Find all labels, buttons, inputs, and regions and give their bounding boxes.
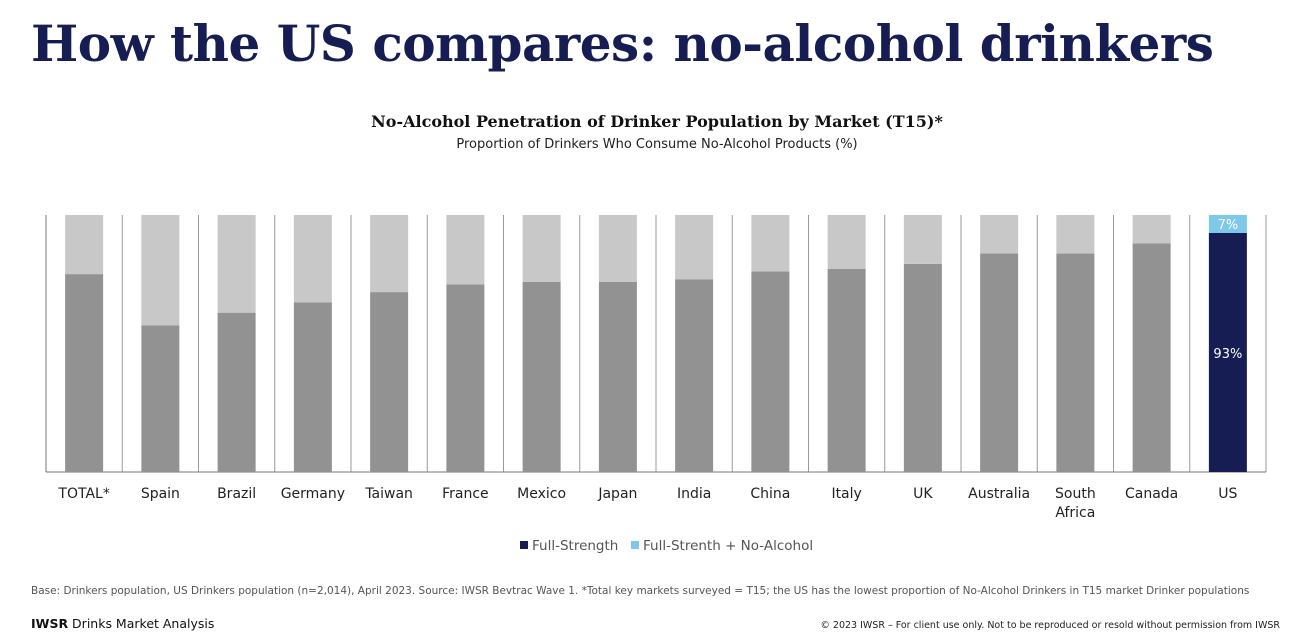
x-tick-label: Italy: [831, 486, 861, 502]
bar-no-alcohol-taiwan: [370, 215, 409, 293]
bar-full-strength-germany: [293, 302, 332, 472]
bar-no-alcohol-south-africa: [1056, 215, 1095, 254]
x-tick-label: China: [750, 486, 790, 502]
footnote: Base: Drinkers population, US Drinkers p…: [31, 585, 1250, 597]
bar-full-strength-france: [446, 284, 485, 472]
bar-full-strength-total-: [65, 274, 104, 472]
legend-label-full-strength: Full-Strength: [532, 538, 618, 554]
bar-no-alcohol-total-: [65, 215, 104, 275]
bar-full-strength-india: [675, 279, 714, 472]
data-label-us-full-strength: 93%: [1213, 347, 1242, 362]
x-tick-label: Mexico: [517, 486, 566, 502]
bar-full-strength-japan: [598, 281, 637, 472]
brand: IWSR Drinks Market Analysis: [31, 616, 214, 631]
bar-no-alcohol-canada: [1132, 215, 1171, 244]
x-tick-label: France: [442, 486, 489, 502]
bar-no-alcohol-germany: [293, 215, 332, 303]
data-label-us-no-alcohol: 7%: [1218, 218, 1239, 233]
bar-full-strength-mexico: [522, 281, 561, 472]
x-tick-label: Spain: [141, 486, 180, 502]
brand-bold: IWSR: [31, 616, 69, 631]
bar-no-alcohol-australia: [980, 215, 1019, 254]
bar-no-alcohol-japan: [598, 215, 637, 282]
legend-label-no-alcohol: Full-Strenth + No-Alcohol: [643, 538, 813, 554]
bar-no-alcohol-india: [675, 215, 714, 280]
bar-full-strength-australia: [980, 253, 1019, 472]
bar-no-alcohol-china: [751, 215, 790, 272]
bar-full-strength-canada: [1132, 243, 1171, 472]
bar-full-strength-spain: [141, 325, 180, 472]
bar-full-strength-south-africa: [1056, 253, 1095, 472]
bar-no-alcohol-uk: [903, 215, 942, 264]
bar-no-alcohol-mexico: [522, 215, 561, 282]
x-tick-label: US: [1218, 486, 1237, 502]
brand-rest: Drinks Market Analysis: [68, 616, 215, 631]
bar-no-alcohol-italy: [827, 215, 866, 269]
bar-full-strength-us: [1208, 232, 1247, 472]
legend-swatch-full-strength: [520, 541, 528, 549]
bar-no-alcohol-brazil: [217, 215, 256, 313]
chart-title: No-Alcohol Penetration of Drinker Popula…: [371, 112, 943, 131]
x-tick-label: UK: [913, 486, 933, 502]
x-tick-label: Taiwan: [364, 486, 413, 502]
bar-full-strength-uk: [903, 263, 942, 472]
bar-full-strength-taiwan: [370, 292, 409, 472]
legend-swatch-no-alcohol: [631, 541, 639, 549]
chart-subtitle: Proportion of Drinkers Who Consume No-Al…: [456, 137, 858, 152]
bar-full-strength-china: [751, 271, 790, 472]
x-tick-label: TOTAL*: [57, 486, 109, 502]
copyright: © 2023 IWSR – For client use only. Not t…: [820, 620, 1280, 631]
bar-full-strength-brazil: [217, 312, 256, 472]
bar-no-alcohol-us: [1208, 215, 1247, 233]
x-tick-label: South: [1055, 486, 1096, 502]
page-title: How the US compares: no-alcohol drinkers: [31, 14, 1214, 73]
x-tick-label: Brazil: [217, 486, 256, 502]
x-tick-label: Australia: [968, 486, 1030, 502]
bar-no-alcohol-spain: [141, 215, 180, 326]
x-tick-label: Germany: [281, 486, 345, 502]
x-tick-label: Canada: [1125, 486, 1178, 502]
x-tick-label: Japan: [597, 486, 637, 502]
bar-full-strength-italy: [827, 268, 866, 472]
x-tick-label: Africa: [1055, 505, 1095, 521]
x-tick-label: India: [677, 486, 711, 502]
bar-no-alcohol-france: [446, 215, 485, 285]
